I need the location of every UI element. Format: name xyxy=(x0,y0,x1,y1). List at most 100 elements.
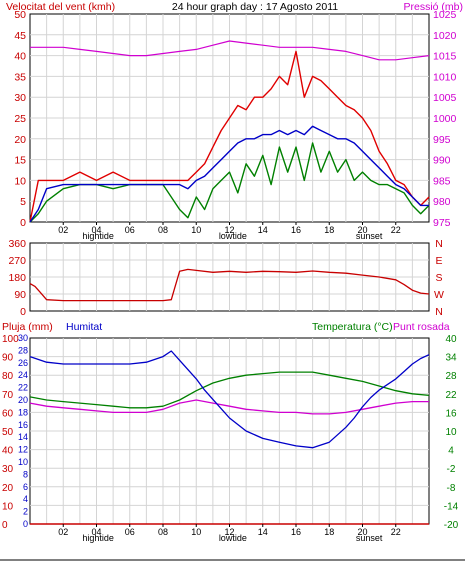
wind-y-tick-label: 10 xyxy=(14,175,26,187)
x-tick-label: 16 xyxy=(291,527,301,537)
pressure-y-tick-label: 975 xyxy=(433,217,451,229)
sunset-marker: sunset xyxy=(356,533,383,543)
direction-panel-series xyxy=(29,268,430,302)
direction-y-tick-label: 180 xyxy=(8,272,26,284)
compass-label: W xyxy=(434,289,444,301)
pressure-y-tick-label: 1010 xyxy=(433,71,457,83)
hightide-marker: hightide xyxy=(82,231,114,241)
wind-y-tick-label: 40 xyxy=(14,51,26,63)
series-min xyxy=(29,142,430,223)
x-tick-label: 16 xyxy=(291,225,301,235)
x-tick-label: 12 xyxy=(224,225,234,235)
x-tick-label: 02 xyxy=(58,225,68,235)
x-tick-label: 10 xyxy=(191,527,201,537)
rain-y-tick-label: 24 xyxy=(18,370,28,380)
humidity-y-tick-label: 0 xyxy=(2,520,8,531)
series-direction xyxy=(29,268,430,302)
rain-y-tick-label: 2 xyxy=(23,507,28,517)
humidity-label: Humitat xyxy=(66,321,102,333)
lowtide-marker: lowtide xyxy=(219,231,247,241)
humidity-y-tick-label: 60 xyxy=(2,408,14,419)
compass-label: E xyxy=(435,255,442,267)
wind-y-tick-label: 30 xyxy=(14,92,26,104)
temperature-y-tick-label: 22 xyxy=(445,390,457,401)
direction-y-tick-label: 270 xyxy=(8,255,26,267)
direction-panel-grid xyxy=(30,243,429,311)
temperature-y-tick-label: 28 xyxy=(445,371,457,382)
x-tick-label: 10 xyxy=(191,225,201,235)
series-temperature xyxy=(29,371,430,409)
wind-panel-axes: 0510152025303540455097598098599099510001… xyxy=(14,9,456,241)
direction-y-tick-label: 0 xyxy=(20,306,26,318)
humidity-y-tick-label: 80 xyxy=(2,371,14,382)
pressure-y-tick-label: 990 xyxy=(433,155,451,167)
humidity-y-tick-label: 90 xyxy=(2,353,14,364)
temperature-y-tick-label: -2 xyxy=(447,464,456,475)
wind-speed-label: Velocitat del vent (kmh) xyxy=(6,1,115,13)
pressure-y-tick-label: 985 xyxy=(433,175,451,187)
chart-title: 24 hour graph day : 17 Agosto 2011 xyxy=(172,1,338,13)
x-tick-label: 04 xyxy=(91,527,101,537)
rain-y-tick-label: 8 xyxy=(23,469,28,479)
humidity-panel-axes: 0102030405060708090100024681012141618202… xyxy=(2,333,459,543)
rain-y-tick-label: 6 xyxy=(23,482,28,492)
x-tick-label: 14 xyxy=(258,225,268,235)
x-tick-label: 04 xyxy=(91,225,101,235)
wind-panel-grid xyxy=(30,14,429,222)
wind-y-tick-label: 5 xyxy=(20,196,26,208)
compass-label: N xyxy=(435,238,443,250)
x-tick-label: 22 xyxy=(391,527,401,537)
wind-y-tick-label: 20 xyxy=(14,134,26,146)
series-avg xyxy=(29,125,429,223)
hightide-marker: hightide xyxy=(82,533,114,543)
series-dewpoint xyxy=(29,399,429,415)
humidity-panel-grid xyxy=(30,338,429,524)
series-pressure xyxy=(30,40,430,61)
x-tick-label: 02 xyxy=(58,527,68,537)
rain-y-tick-label: 20 xyxy=(18,395,28,405)
humidity-y-tick-label: 50 xyxy=(2,427,14,438)
x-tick-label: 18 xyxy=(324,225,334,235)
humidity-y-tick-label: 10 xyxy=(2,501,14,512)
rain-y-tick-label: 4 xyxy=(23,494,28,504)
rain-y-tick-label: 28 xyxy=(18,345,28,355)
humidity-y-tick-label: 70 xyxy=(2,390,14,401)
rain-y-tick-label: 30 xyxy=(18,333,28,343)
x-tick-label: 08 xyxy=(158,225,168,235)
pressure-y-tick-label: 1020 xyxy=(433,30,457,42)
rain-y-tick-label: 18 xyxy=(18,407,28,417)
x-tick-label: 22 xyxy=(391,225,401,235)
rain-y-tick-label: 26 xyxy=(18,358,28,368)
x-tick-label: 08 xyxy=(158,527,168,537)
wind-y-tick-label: 15 xyxy=(14,155,26,167)
x-tick-label: 14 xyxy=(258,527,268,537)
compass-label: S xyxy=(435,272,442,284)
pressure-y-tick-label: 1015 xyxy=(433,51,457,63)
pressure-label: Pressió (mb) xyxy=(403,1,463,13)
pressure-y-tick-label: 1005 xyxy=(433,92,457,104)
x-tick-label: 06 xyxy=(125,225,135,235)
temperature-y-tick-label: 40 xyxy=(445,334,457,345)
rain-y-tick-label: 22 xyxy=(18,383,28,393)
humidity-temperature-panel: 0102030405060708090100024681012141618202… xyxy=(2,321,459,543)
humidity-y-tick-label: 20 xyxy=(2,483,14,494)
pressure-y-tick-label: 1025 xyxy=(433,9,457,21)
compass-label: N xyxy=(435,306,443,318)
rain-y-tick-label: 0 xyxy=(23,519,28,529)
x-tick-label: 06 xyxy=(125,527,135,537)
dewpoint-label: Punt rosada xyxy=(393,321,450,333)
rain-y-tick-label: 14 xyxy=(18,432,28,442)
rain-y-tick-label: 10 xyxy=(18,457,28,467)
pressure-y-tick-label: 1000 xyxy=(433,113,457,125)
series-humidity xyxy=(29,350,430,449)
direction-y-tick-label: 90 xyxy=(14,289,26,301)
x-tick-label: 20 xyxy=(357,225,367,235)
rain-y-tick-label: 16 xyxy=(18,420,28,430)
rain-label: Pluja (mm) xyxy=(2,321,53,333)
wind-y-tick-label: 50 xyxy=(14,9,26,21)
wind-panel-series xyxy=(29,40,430,223)
sunset-marker: sunset xyxy=(356,231,383,241)
